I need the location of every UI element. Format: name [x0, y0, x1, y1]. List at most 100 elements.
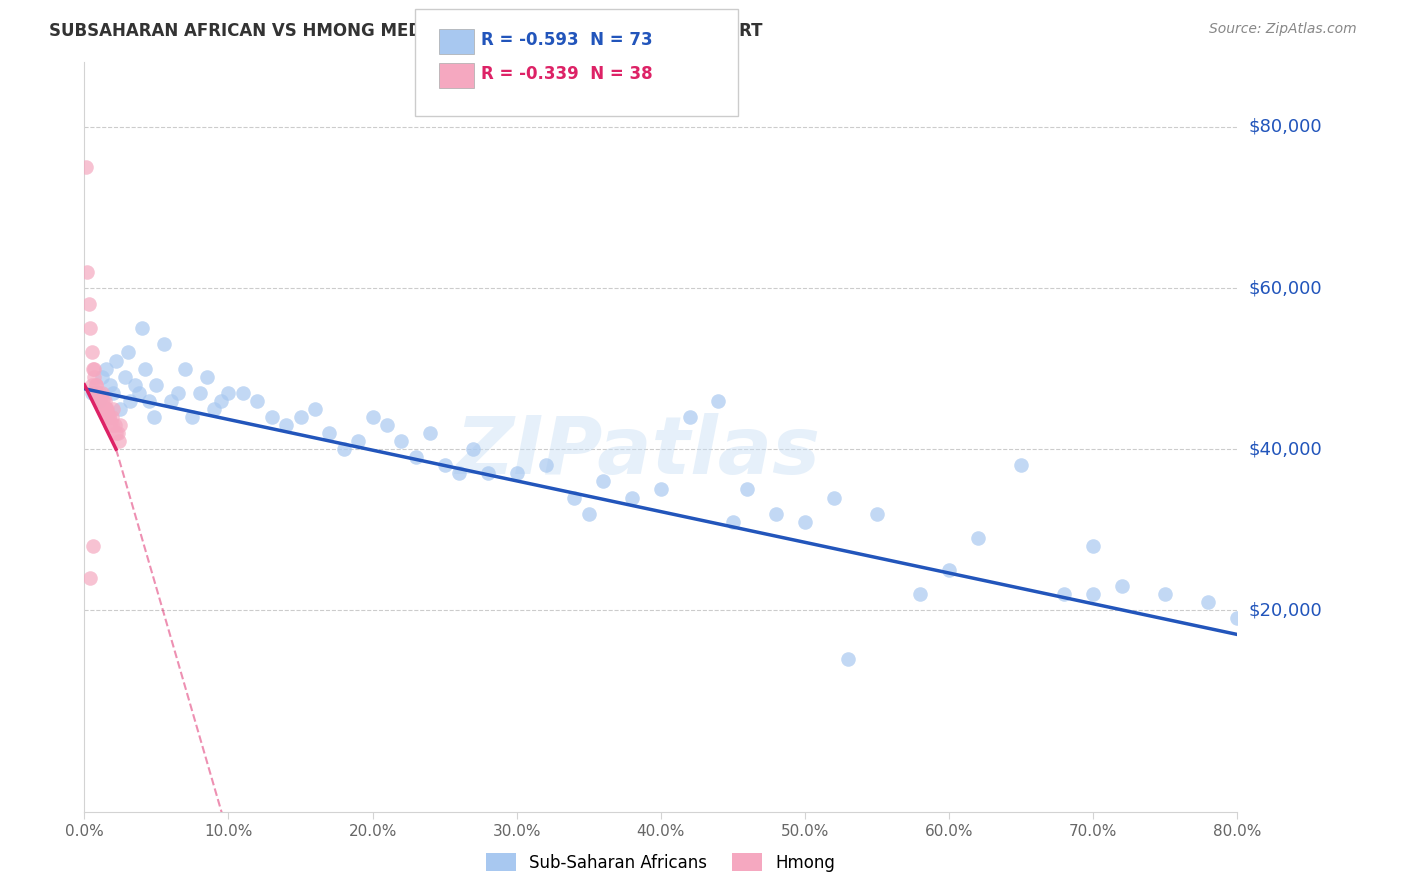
Point [91, 401, 114, 416]
Point [650, 483, 672, 497]
Point [110, 401, 132, 416]
Point [463, 442, 485, 457]
Point [100, 417, 122, 432]
Point [120, 393, 142, 408]
Text: Source: ZipAtlas.com: Source: ZipAtlas.com [1209, 22, 1357, 37]
Point [94, 361, 117, 376]
Point [721, 515, 744, 529]
Point [534, 458, 557, 473]
Point [707, 393, 730, 408]
Point [794, 515, 817, 529]
Point [1198, 595, 1220, 609]
Point [160, 393, 183, 408]
Point [578, 507, 600, 521]
Point [100, 409, 122, 424]
Point [592, 475, 614, 489]
Point [90, 369, 112, 384]
Point [83, 361, 105, 376]
Point [107, 425, 129, 440]
Point [98, 417, 121, 432]
Point [93, 393, 115, 408]
Point [105, 425, 128, 440]
Point [866, 507, 889, 521]
Point [117, 345, 139, 359]
Point [103, 385, 124, 400]
Point [347, 434, 370, 449]
Text: R = -0.593  N = 73: R = -0.593 N = 73 [481, 31, 652, 49]
Point [506, 467, 529, 481]
Point [1053, 587, 1076, 601]
Point [910, 587, 932, 601]
Point [1083, 539, 1105, 553]
Point [837, 651, 859, 665]
Point [80, 377, 103, 392]
Point [405, 450, 427, 465]
Point [967, 531, 990, 545]
Point [304, 401, 326, 416]
Point [83, 369, 105, 384]
Point [823, 491, 845, 505]
Point [142, 409, 165, 424]
Point [80, 385, 103, 400]
Point [260, 409, 283, 424]
Point [114, 369, 136, 384]
Point [477, 467, 499, 481]
Point [94, 401, 117, 416]
Point [103, 401, 124, 416]
Point [246, 393, 269, 408]
Point [89, 393, 111, 408]
Point [104, 417, 127, 432]
Point [75, 160, 97, 174]
Point [361, 409, 384, 424]
Point [82, 361, 104, 376]
Point [89, 393, 111, 408]
Point [333, 442, 356, 457]
Point [419, 425, 441, 440]
Point [209, 393, 232, 408]
Point [195, 369, 218, 384]
Point [737, 483, 759, 497]
Point [202, 401, 225, 416]
Point [124, 377, 146, 392]
Point [1154, 587, 1177, 601]
Point [449, 467, 471, 481]
Text: $80,000: $80,000 [1249, 118, 1322, 136]
Point [433, 458, 456, 473]
Point [128, 385, 150, 400]
Point [1226, 611, 1249, 625]
Point [108, 434, 131, 449]
Point [96, 409, 118, 424]
Text: R = -0.339  N = 38: R = -0.339 N = 38 [481, 65, 652, 83]
Point [218, 385, 240, 400]
Point [134, 361, 156, 376]
Text: $40,000: $40,000 [1249, 440, 1322, 458]
Point [621, 491, 644, 505]
Point [679, 409, 702, 424]
Point [131, 321, 153, 335]
Point [79, 321, 101, 335]
Point [1010, 458, 1032, 473]
Legend: Sub-Saharan Africans, Hmong: Sub-Saharan Africans, Hmong [479, 847, 842, 879]
Point [145, 377, 167, 392]
Point [79, 571, 101, 585]
Point [938, 563, 960, 577]
Point [96, 401, 118, 416]
Point [90, 385, 112, 400]
Point [765, 507, 787, 521]
Point [80, 345, 103, 359]
Point [181, 409, 204, 424]
Text: $20,000: $20,000 [1249, 601, 1322, 619]
Point [98, 377, 121, 392]
Point [564, 491, 586, 505]
Point [1111, 579, 1133, 593]
Point [391, 434, 413, 449]
Point [110, 417, 132, 432]
Text: $60,000: $60,000 [1249, 279, 1322, 297]
Point [76, 265, 98, 279]
Point [97, 409, 120, 424]
Point [86, 385, 108, 400]
Point [276, 417, 298, 432]
Point [138, 393, 160, 408]
Point [318, 425, 340, 440]
Point [87, 385, 110, 400]
